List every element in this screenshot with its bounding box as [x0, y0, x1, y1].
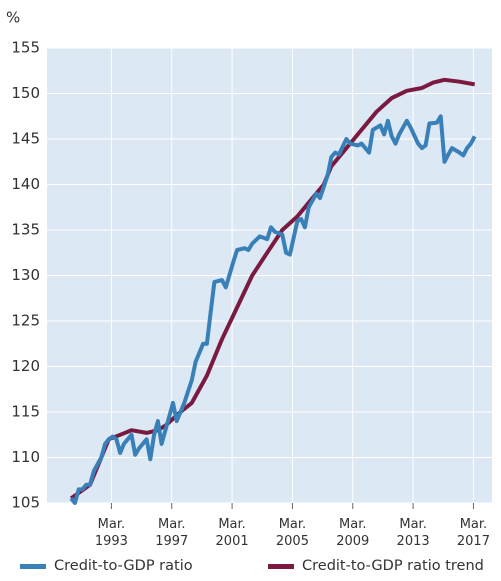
legend-swatch [20, 563, 46, 569]
legend-label: Credit-to-GDP ratio [54, 558, 193, 574]
y-tick-label: 140 [11, 175, 40, 193]
y-tick-label: 110 [11, 448, 40, 466]
series-line [69, 114, 477, 505]
x-tick-label: Mar. 2001 [215, 517, 249, 549]
x-tick-label: Mar. 1997 [155, 517, 189, 549]
y-tick-label: 115 [11, 403, 40, 421]
y-tick-label: 135 [11, 221, 40, 239]
legend-item: Credit-to-GDP ratio trend [268, 558, 484, 574]
legend-item: Credit-to-GDP ratio [20, 558, 193, 574]
x-tick-label: Mar. 1993 [94, 517, 128, 549]
y-tick-label: 155 [11, 39, 40, 57]
x-tick-label: Mar. 2009 [336, 517, 370, 549]
y-tick-label: 150 [11, 84, 40, 102]
series-line [69, 77, 476, 501]
x-tick-label: Mar. 2017 [456, 517, 490, 549]
x-tick-label: Mar. 2005 [275, 517, 309, 549]
y-tick-label: 125 [11, 312, 40, 330]
y-tick-label: 130 [11, 266, 40, 284]
legend-swatch [268, 563, 294, 569]
legend-label: Credit-to-GDP ratio trend [302, 558, 484, 574]
y-tick-label: 145 [11, 130, 40, 148]
x-tick-label: Mar. 2013 [396, 517, 430, 549]
y-tick-label: 120 [11, 357, 40, 375]
y-axis-label: % [6, 9, 20, 27]
y-tick-label: 105 [11, 494, 40, 512]
